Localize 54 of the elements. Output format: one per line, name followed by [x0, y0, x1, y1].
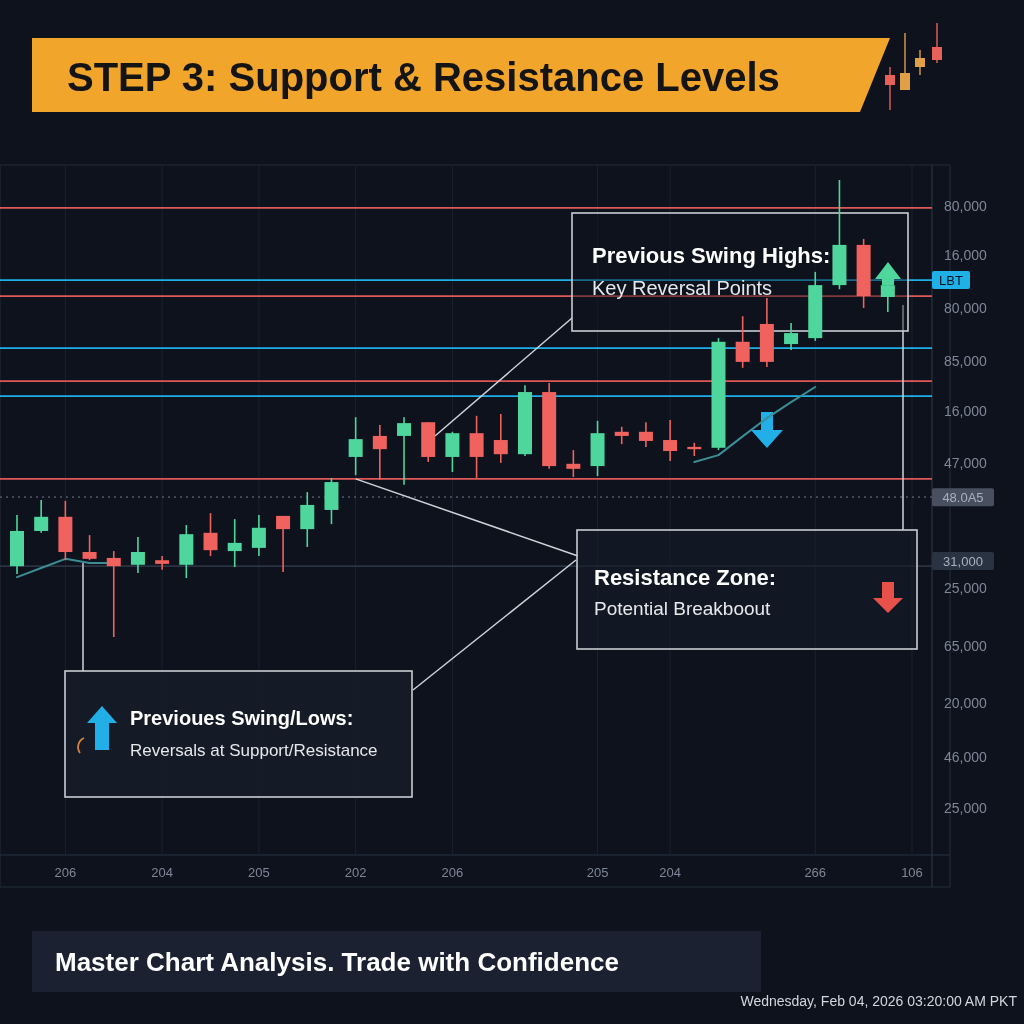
text: Reversals at Support/Resistance — [130, 740, 378, 760]
x-tick-label: 206 — [441, 864, 464, 880]
candlestick — [372, 424, 387, 481]
x-tick-label: 204 — [659, 864, 681, 880]
text: 16,000 — [944, 247, 988, 263]
candlestick — [203, 512, 218, 557]
annotation: Potential Breakboout — [594, 597, 772, 619]
text: 20,000 — [944, 695, 988, 711]
text: 65,000 — [944, 638, 988, 654]
text: 25,000 — [944, 580, 988, 596]
annotation: Previous Swing Highs: — [592, 242, 831, 268]
candlestick — [227, 518, 242, 568]
x-tick-label: 205 — [248, 864, 270, 880]
text: 31,000 — [943, 553, 983, 569]
candlestick — [251, 514, 266, 557]
chart-title: STEP 3: Support & Resistance Levels — [67, 55, 780, 99]
candlestick — [566, 449, 581, 478]
ref-line-label: 48.0A5 — [942, 489, 984, 505]
x-tick-label: 202 — [344, 864, 367, 880]
candlestick — [880, 284, 895, 313]
text: Master Chart Analysis. Trade with Confidence — [55, 947, 619, 977]
x-tick-label: 106 — [901, 864, 923, 880]
candlestick — [784, 322, 799, 351]
ref-line-label: LBT — [939, 272, 963, 288]
candlestick — [130, 536, 145, 574]
text: 85,000 — [944, 353, 988, 369]
candlestick — [276, 515, 291, 573]
x-tick-label: 204 — [151, 864, 173, 880]
candlestick — [614, 425, 629, 445]
annotation: Key Reversal Points — [592, 277, 773, 299]
x-tick-label: 266 — [804, 864, 827, 880]
candlestick — [445, 431, 460, 473]
x-tick-label: 206 — [54, 864, 77, 880]
x-tick-label: 205 — [586, 864, 609, 880]
annotation: Resistance Zone: — [594, 564, 777, 590]
candlestick — [397, 416, 412, 486]
candlestick — [106, 550, 121, 638]
candlestick — [155, 555, 170, 571]
candlestick — [663, 419, 678, 462]
text: Wednesday, Feb 04, 2026 03:20:00 AM PKT — [740, 993, 1018, 1009]
text: 47,000 — [944, 455, 988, 471]
candlestick — [469, 415, 484, 479]
text: Previoues Swing/Lows: — [130, 707, 354, 729]
text: 16,000 — [944, 403, 988, 419]
text: 80,000 — [944, 300, 988, 316]
candlestick — [735, 315, 750, 369]
text: 46,000 — [944, 749, 988, 765]
text: 80,000 — [944, 198, 988, 214]
candlestick — [638, 421, 653, 448]
candlestick — [348, 416, 363, 477]
candlestick — [34, 499, 49, 534]
candlestick — [493, 413, 508, 464]
text: 25,000 — [944, 800, 988, 816]
candlestick — [82, 534, 97, 562]
